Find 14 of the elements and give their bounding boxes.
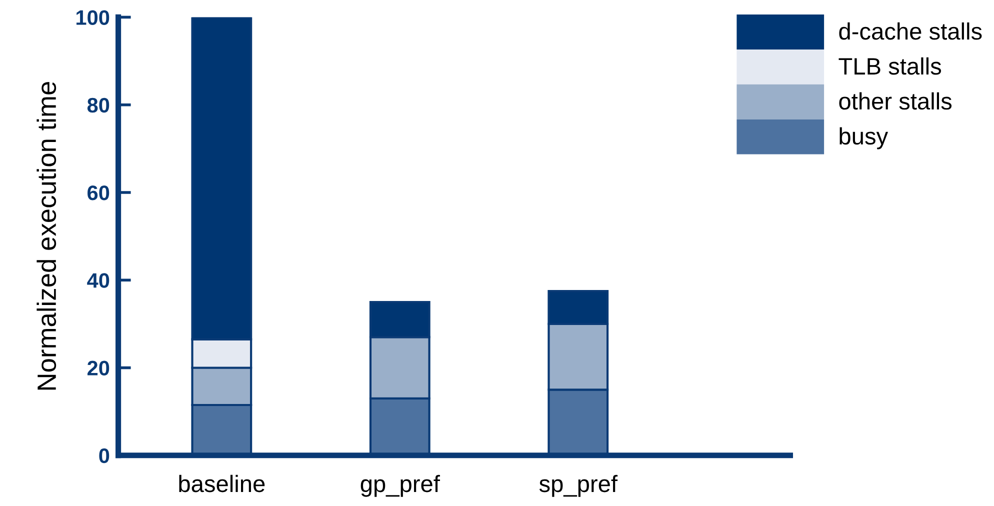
y-tick-label: 0 — [99, 448, 110, 464]
y-tick-label: 40 — [87, 273, 110, 288]
y-tick-label: 80 — [87, 98, 110, 113]
x-tick-label: sp_pref — [539, 474, 618, 497]
legend-label: other stalls — [839, 92, 952, 110]
y-tick-label: 20 — [88, 360, 110, 376]
legend-label: TLB stalls — [838, 57, 942, 75]
y-axis-title: Normalized execution time — [36, 82, 56, 390]
legend-label: d-cache stalls — [839, 22, 982, 40]
y-tick-label: 100 — [76, 10, 110, 25]
x-tick-label: gp_pref — [360, 474, 440, 497]
legend-label: busy — [840, 127, 888, 150]
y-tick-label: 60 — [88, 185, 110, 200]
x-tick-label: baseline — [179, 474, 265, 492]
